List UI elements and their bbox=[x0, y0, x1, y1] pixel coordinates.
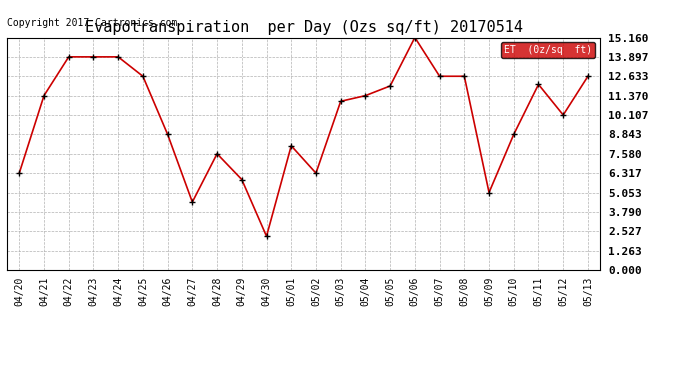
Title: Evapotranspiration  per Day (Ozs sq/ft) 20170514: Evapotranspiration per Day (Ozs sq/ft) 2… bbox=[85, 20, 522, 35]
Legend: ET  (0z/sq  ft): ET (0z/sq ft) bbox=[502, 42, 595, 58]
Text: Copyright 2017 Cartronics.com: Copyright 2017 Cartronics.com bbox=[7, 18, 177, 28]
